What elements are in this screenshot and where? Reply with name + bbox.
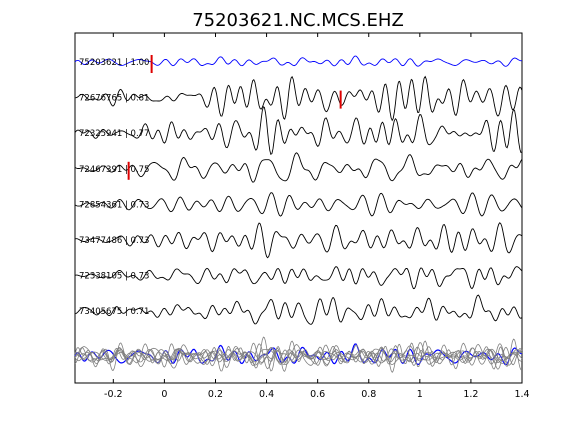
stack-trace-line (74, 340, 523, 374)
x-tick-label: 0.4 (259, 389, 274, 400)
trace-labels-group: 75203621 | 1.00 72676765 | 0.81 72325941 |… (79, 58, 149, 317)
trace-line (74, 294, 523, 325)
trace-label: 72854361 | 0.73 (79, 200, 149, 210)
x-tick-label: 1.2 (463, 389, 478, 400)
trace-label: 72676765 | 0.81 (79, 94, 149, 104)
chart-title: 75203621.NC.MCS.EHZ (192, 10, 404, 31)
trace-line (74, 106, 523, 156)
x-tick-label: 0.2 (208, 389, 223, 400)
trace-label: 72325941 | 0.77 (79, 129, 149, 139)
trace-label: 75203621 | 1.00 (79, 58, 149, 68)
x-tick-label: 1 (417, 389, 423, 400)
trace-line (74, 75, 523, 122)
trace-label: 72338105 | 0.73 (79, 272, 149, 282)
x-tick-label: 0.6 (310, 389, 325, 400)
x-tick-label: -0.2 (104, 389, 123, 400)
trace-line (74, 55, 523, 67)
trace-label: 73477486 | 0.73 (79, 236, 149, 246)
x-axis: -0.2 0 0.2 0.4 0.6 0.8 1 1.2 1.4 (104, 33, 530, 400)
stack-trace-line (74, 343, 523, 370)
traces-group (74, 55, 523, 325)
trace-line (74, 192, 523, 217)
trace-line (74, 222, 523, 259)
picks-group (127, 55, 342, 180)
trace-label: 72467391 | 0.75 (79, 165, 149, 175)
x-tick-label: 1.4 (514, 389, 529, 400)
stacked-overlay-group (74, 336, 523, 374)
x-tick-label: 0 (161, 389, 167, 400)
stack-trace-line (74, 344, 523, 366)
trace-label: 73405675 | 0.71 (79, 307, 149, 317)
stack-trace-line (74, 347, 523, 366)
trace-line (74, 152, 523, 183)
x-tick-label: 0.8 (361, 389, 376, 400)
trace-line (74, 266, 523, 290)
